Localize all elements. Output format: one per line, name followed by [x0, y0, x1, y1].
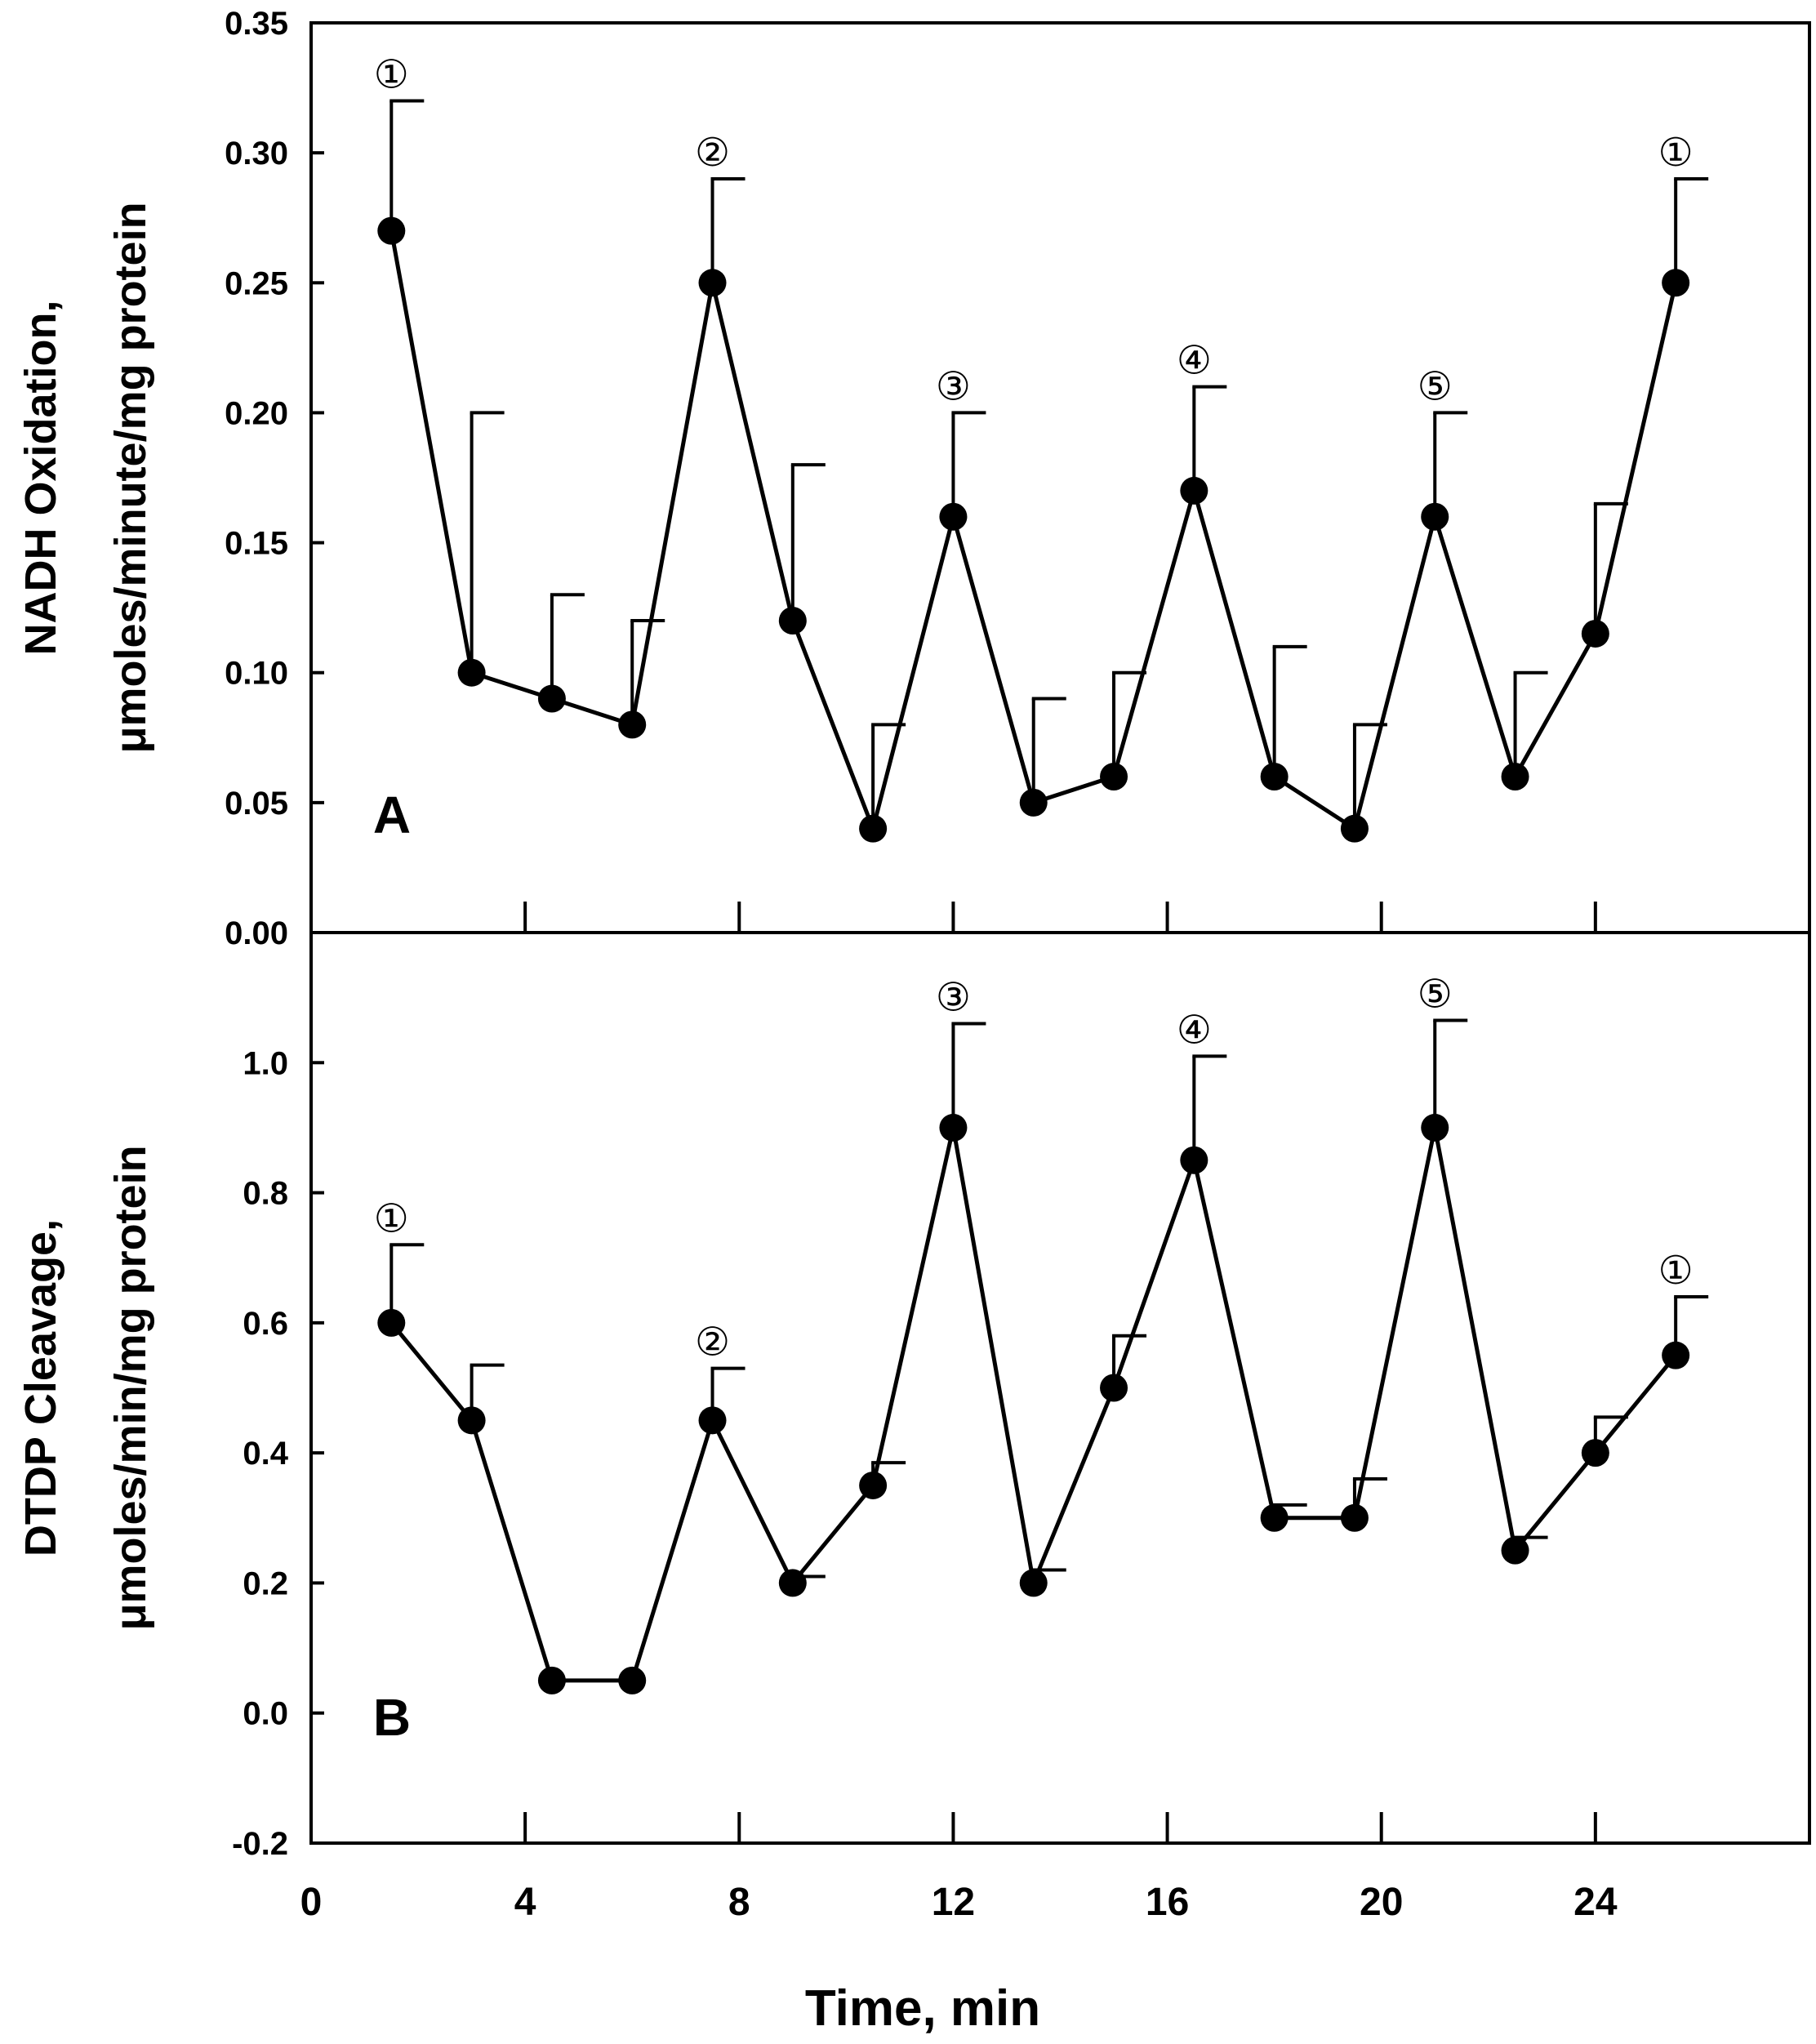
series-line-b: [389, 1127, 1678, 1683]
point-annotation-b-5: ①: [1658, 1248, 1694, 1294]
x-axis-title: Time, min: [805, 1980, 1040, 2037]
data-point-a-13: [1421, 502, 1449, 531]
data-point-b-7: [939, 1113, 968, 1142]
data-point-a-5: [778, 607, 807, 635]
data-point-a-11: [1260, 763, 1289, 791]
y-tick-label-b-6: 1.0: [243, 1045, 288, 1081]
point-annotation-b-3: ④: [1177, 1007, 1212, 1053]
point-annotation-a-0: ①: [374, 51, 409, 97]
data-point-a-4: [698, 269, 727, 297]
panel-letter-b: B: [373, 1688, 411, 1747]
data-point-b-4: [698, 1406, 727, 1435]
point-annotation-a-3: ④: [1177, 338, 1212, 384]
x-tick-label-3: 12: [932, 1881, 975, 1924]
y-tick-label-b-3: 0.4: [243, 1436, 288, 1472]
data-point-a-15: [1581, 619, 1609, 648]
data-point-b-10: [1180, 1146, 1208, 1174]
y-tick-label-b-0: -0.2: [232, 1826, 288, 1862]
plot-frame-b: [309, 931, 1811, 1845]
data-point-b-1: [457, 1406, 486, 1435]
x-tick-label-2: 8: [728, 1881, 750, 1924]
y-tick-label-a-5: 0.25: [225, 265, 288, 301]
data-point-a-9: [1100, 763, 1128, 791]
panel-b: -0.2 0.0 0.2 0.4 0.6 0.8 1.0 0 4 8 12 16 20 24 DTDP Cl…: [16, 931, 1811, 1924]
x-tick-label-5: 20: [1360, 1881, 1403, 1924]
point-annotation-b-1: ②: [695, 1320, 730, 1365]
data-point-a-3: [618, 710, 647, 739]
point-annotation-b-0: ①: [374, 1196, 409, 1241]
point-annotation-a-1: ②: [695, 130, 730, 176]
point-annotation-b-2: ③: [936, 975, 971, 1021]
data-point-a-6: [859, 814, 888, 843]
point-annotation-a-5: ①: [1658, 130, 1694, 176]
data-point-a-16: [1662, 269, 1690, 297]
y-tick-label-b-2: 0.2: [243, 1565, 288, 1601]
y-tick-label-b-4: 0.6: [243, 1306, 288, 1342]
data-point-b-6: [859, 1471, 888, 1499]
data-point-b-11: [1260, 1503, 1289, 1532]
panel-a: 0.00 0.05 0.10 0.15 0.20 0.25 0.30 0.35 NADH Oxi…: [16, 6, 1811, 951]
data-point-a-0: [377, 216, 406, 245]
data-point-b-13: [1421, 1113, 1449, 1142]
y-tick-label-a-2: 0.10: [225, 656, 288, 692]
data-point-b-12: [1340, 1503, 1369, 1532]
point-annotation-b-4: ⑤: [1418, 972, 1453, 1018]
data-point-b-3: [618, 1666, 647, 1694]
data-point-b-9: [1100, 1374, 1128, 1402]
data-point-a-1: [457, 658, 486, 687]
y-axis-title-line2-b: μmoles/min/mg protein: [106, 1145, 155, 1630]
y-tick-label-a-3: 0.15: [225, 526, 288, 562]
y-tick-label-b-1: 0.0: [243, 1696, 288, 1732]
x-tick-label-6: 24: [1573, 1881, 1618, 1924]
y-tick-label-a-6: 0.30: [225, 136, 288, 171]
plot-frame-a: [309, 21, 1811, 934]
y-tick-label-a-7: 0.35: [225, 6, 288, 42]
point-annotation-a-2: ③: [936, 363, 971, 409]
point-annotation-a-4: ⑤: [1418, 363, 1453, 409]
data-point-b-2: [537, 1666, 566, 1694]
data-point-b-14: [1501, 1536, 1529, 1565]
data-point-b-0: [377, 1308, 406, 1337]
data-point-b-15: [1581, 1439, 1609, 1467]
x-tick-label-4: 16: [1146, 1881, 1189, 1924]
data-point-b-8: [1019, 1569, 1048, 1597]
x-tick-label-1: 4: [514, 1881, 536, 1924]
y-axis-title-line1-b: DTDP Cleavage,: [16, 1219, 65, 1556]
data-point-b-5: [778, 1569, 807, 1597]
y-axis-title-line1-a: NADH Oxidation,: [16, 300, 65, 655]
y-axis-title-line2-a: μmoles/minute/mg protein: [106, 202, 155, 753]
data-point-a-12: [1340, 814, 1369, 843]
data-point-a-2: [537, 684, 566, 713]
data-point-b-16: [1662, 1341, 1690, 1369]
data-point-a-10: [1180, 476, 1208, 505]
panel-letter-a: A: [373, 786, 411, 844]
data-point-a-7: [939, 502, 968, 531]
x-tick-label-0: 0: [300, 1881, 323, 1924]
y-tick-label-a-1: 0.05: [225, 786, 288, 822]
data-point-a-8: [1019, 788, 1048, 817]
y-tick-label-a-4: 0.20: [225, 395, 288, 431]
y-tick-label-b-5: 0.8: [243, 1176, 288, 1212]
y-tick-label-a-0: 0.00: [225, 915, 288, 951]
data-point-a-14: [1501, 763, 1529, 791]
